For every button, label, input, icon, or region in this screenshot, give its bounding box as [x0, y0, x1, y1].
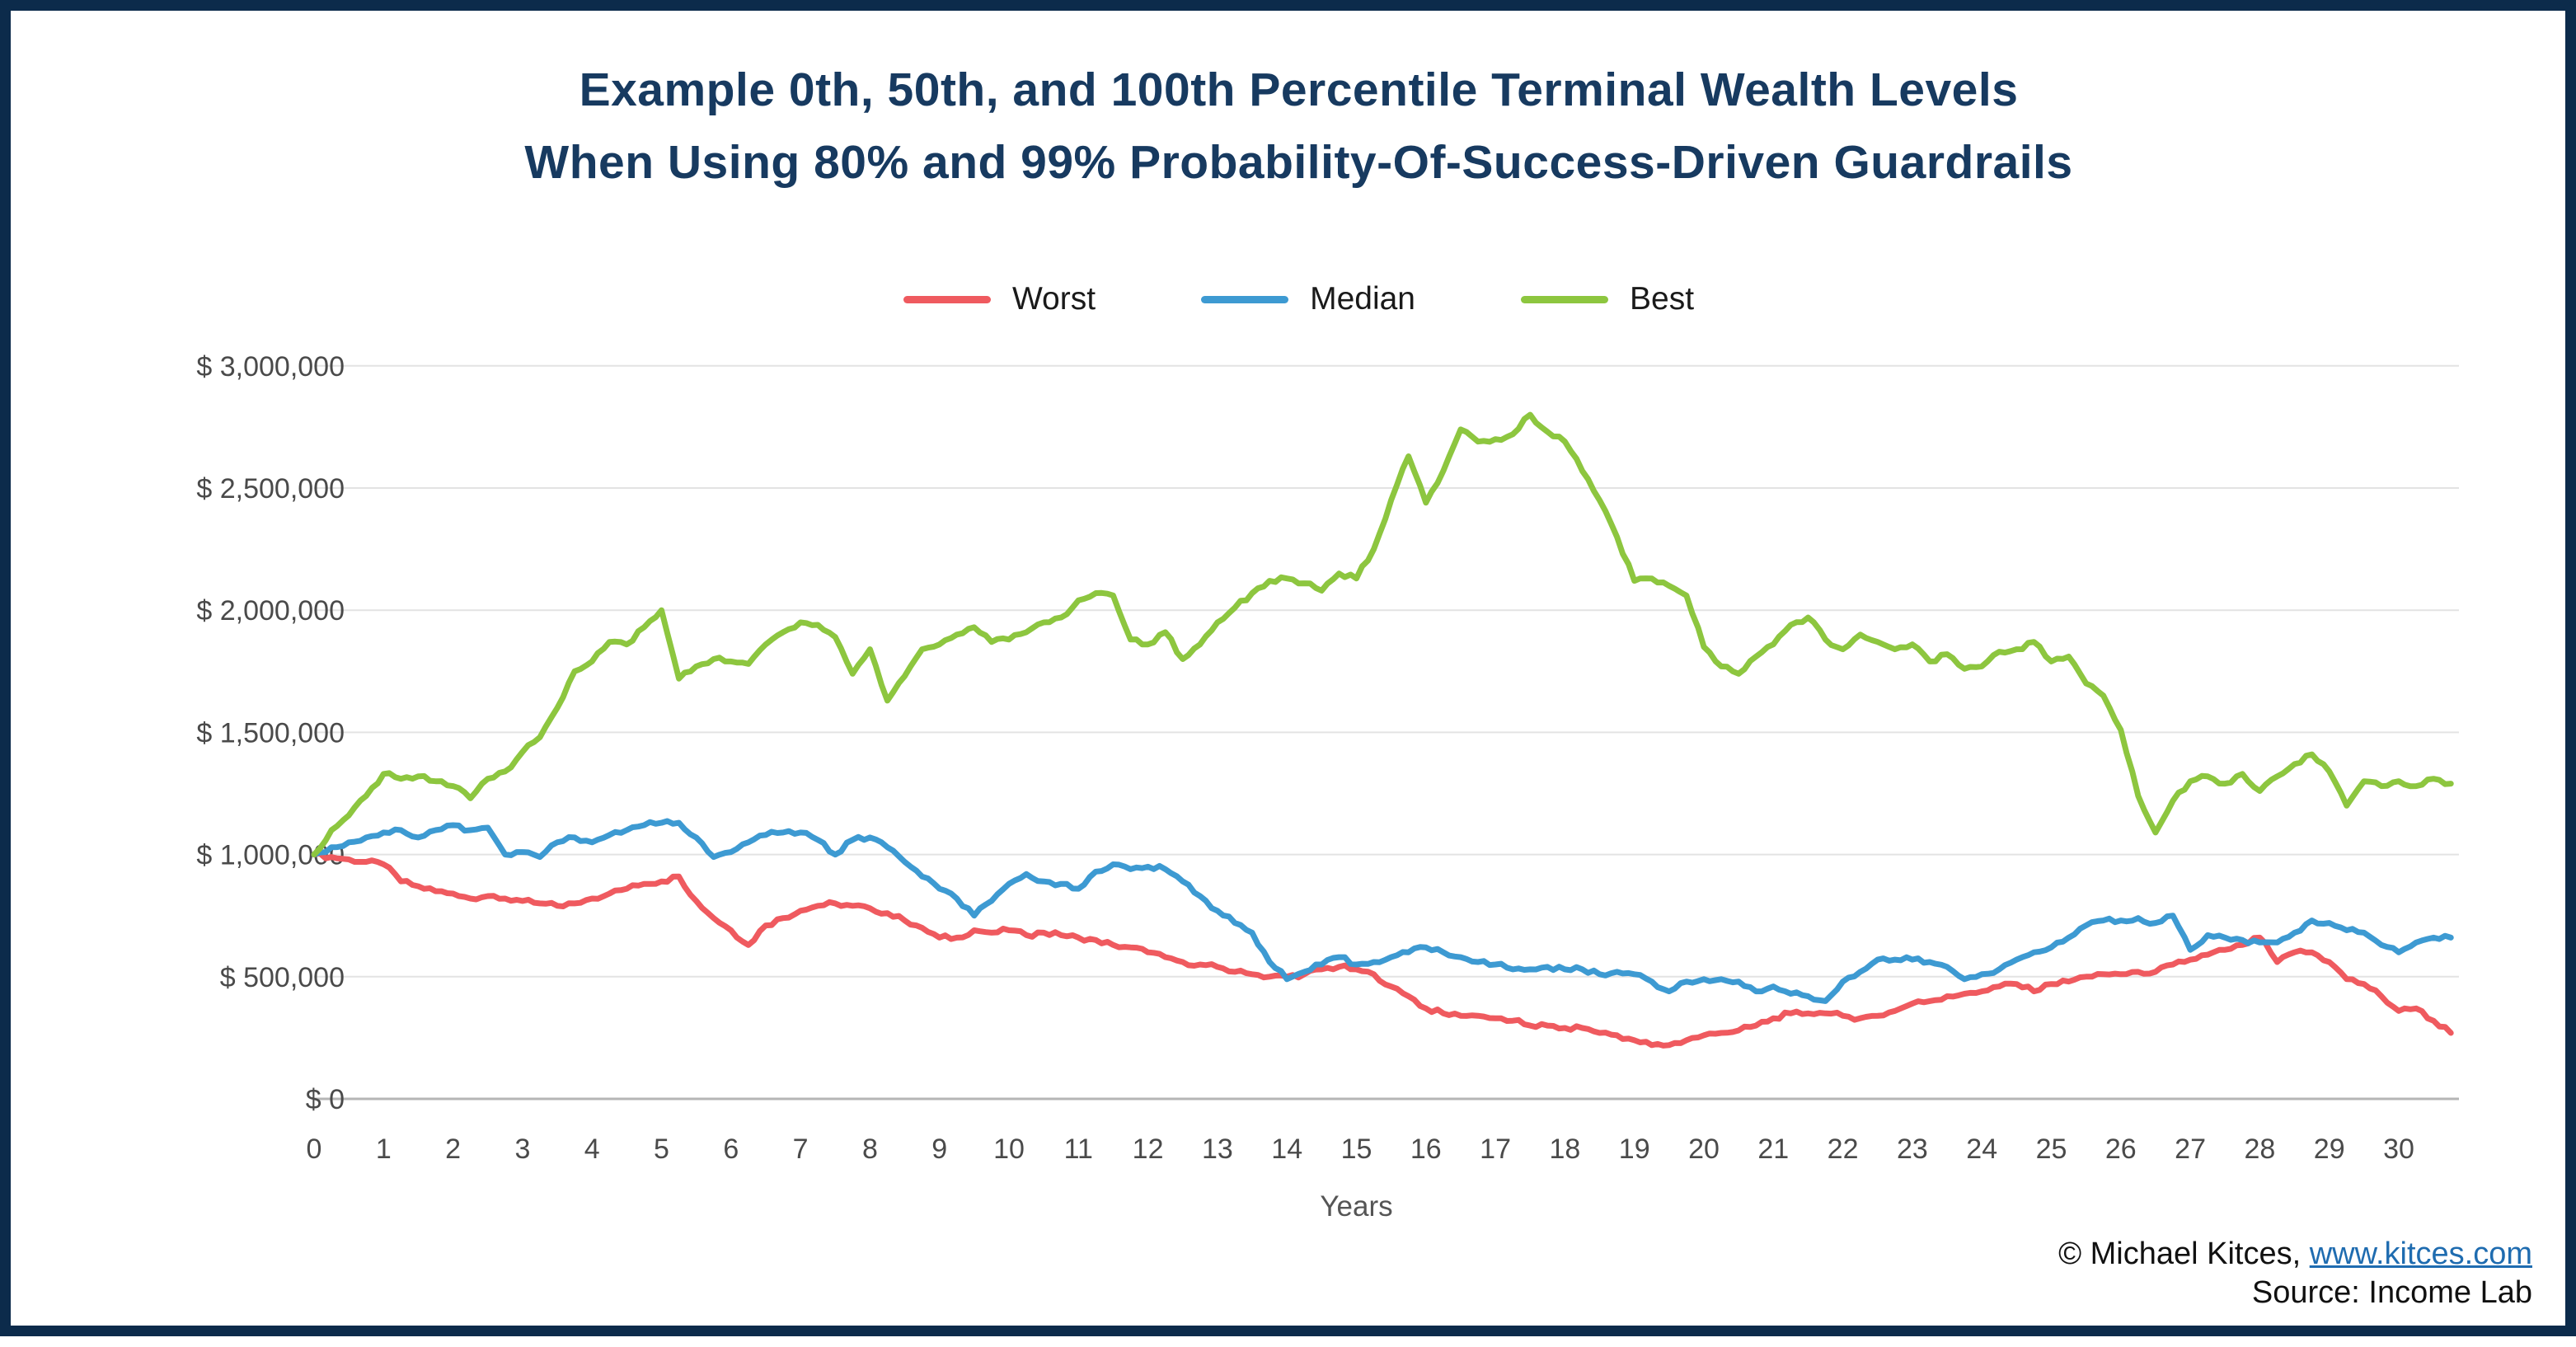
y-tick-label: $ 3,000,000: [196, 351, 345, 383]
series-line-best: [311, 411, 2454, 858]
x-tick-label: 28: [2244, 1133, 2275, 1165]
x-tick-label: 9: [931, 1133, 947, 1165]
chart-title: Example 0th, 50th, and 100th Percentile …: [11, 54, 2576, 199]
legend-label-median: Median: [1310, 281, 1415, 317]
y-tick-label: $ 2,500,000: [196, 473, 345, 505]
x-tick-label: 24: [1966, 1133, 1997, 1165]
legend-item-median: Median: [1201, 281, 1415, 317]
x-tick-label: 18: [1549, 1133, 1580, 1165]
x-tick-label: 4: [584, 1133, 600, 1165]
x-tick-label: 3: [514, 1133, 530, 1165]
x-tick-label: 17: [1480, 1133, 1511, 1165]
chart-title-line1: Example 0th, 50th, and 100th Percentile …: [579, 63, 2019, 116]
y-tick-label: $ 0: [306, 1084, 345, 1115]
footer-copyright-line: © Michael Kitces, www.kitces.com: [2058, 1235, 2532, 1274]
x-tick-label: 27: [2175, 1133, 2206, 1165]
x-tick-label: 23: [1897, 1133, 1928, 1165]
x-tick-label: 13: [1202, 1133, 1233, 1165]
chart-footer: © Michael Kitces, www.kitces.com Source:…: [2058, 1235, 2532, 1312]
x-tick-label: 5: [654, 1133, 669, 1165]
footer-source-line: Source: Income Lab: [2251, 1275, 2532, 1310]
x-tick-label: 21: [1757, 1133, 1789, 1165]
x-tick-label: 30: [2383, 1133, 2414, 1165]
legend-swatch-worst: [903, 295, 991, 303]
footer-copyright-text: © Michael Kitces,: [2058, 1237, 2310, 1271]
x-tick-label: 10: [993, 1133, 1025, 1165]
y-tick-label: $ 1,500,000: [196, 717, 345, 749]
x-tick-label: 0: [307, 1133, 322, 1165]
x-tick-label: 7: [793, 1133, 809, 1165]
series-line-worst: [311, 850, 2454, 1049]
x-tick-label: 2: [445, 1133, 461, 1165]
x-tick-label: 29: [2314, 1133, 2345, 1165]
x-axis-title: Years: [1320, 1190, 1392, 1223]
x-tick-label: 19: [1619, 1133, 1650, 1165]
y-tick-label: $ 500,000: [220, 962, 345, 993]
x-tick-label: 1: [376, 1133, 392, 1165]
legend-swatch-median: [1201, 295, 1289, 303]
x-tick-label: 16: [1410, 1133, 1442, 1165]
x-tick-label: 8: [862, 1133, 878, 1165]
wealth-chart: $ 3,000,000 $ 2,500,000 $ 2,000,000 $ 1,500…: [196, 351, 2459, 1223]
x-tick-label: 11: [1064, 1133, 1093, 1165]
legend-swatch-best: [1521, 295, 1608, 303]
legend-label-worst: Worst: [1011, 281, 1096, 317]
y-tick-label: $ 2,000,000: [196, 595, 345, 627]
legend-item-worst: Worst: [903, 281, 1096, 317]
chart-legend: Worst Median Best: [11, 281, 2576, 317]
x-tick-label: 14: [1271, 1133, 1302, 1165]
series-line-median: [311, 818, 2454, 1004]
chart-title-line2: When Using 80% and 99% Probability-Of-Su…: [524, 136, 2073, 189]
x-tick-label: 26: [2105, 1133, 2137, 1165]
x-tick-label: 15: [1341, 1133, 1372, 1165]
legend-label-best: Best: [1630, 281, 1695, 317]
x-tick-label: 12: [1133, 1133, 1164, 1165]
x-tick-label: 22: [1828, 1133, 1859, 1165]
legend-item-best: Best: [1521, 281, 1694, 317]
footer-kitces-link[interactable]: www.kitces.com: [2309, 1237, 2532, 1271]
x-tick-label: 25: [2036, 1133, 2067, 1165]
x-tick-label: 20: [1688, 1133, 1720, 1165]
x-tick-label: 6: [723, 1133, 739, 1165]
